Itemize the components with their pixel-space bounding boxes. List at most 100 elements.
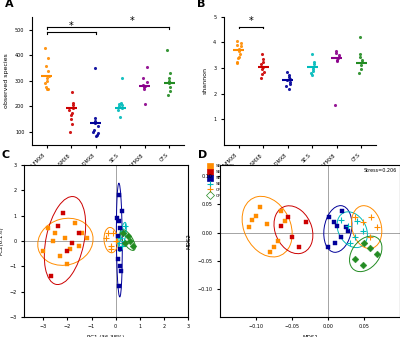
Point [346,240,353,245]
Point [332,102,338,108]
Text: Stress=0.206: Stress=0.206 [363,168,396,173]
Point [122,241,128,246]
Point [142,101,148,106]
Point [116,104,122,109]
Point [164,92,171,98]
Point [118,269,124,274]
Point [325,244,331,249]
Point [286,72,292,78]
Point [359,57,365,63]
Point [336,54,342,59]
Point [115,108,121,113]
Point [352,234,358,240]
Point [278,209,284,214]
Point [70,100,76,105]
Point [166,85,173,90]
Point [310,64,316,69]
Point [332,49,339,54]
Point [68,113,74,118]
Text: C: C [1,150,9,159]
Point [359,220,366,225]
Point [264,221,270,227]
Point [114,233,121,239]
Point [52,231,58,236]
Point [69,122,75,127]
Point [45,68,51,73]
Point [285,214,292,219]
Point [44,86,51,91]
Point [57,253,63,259]
Point [358,67,364,72]
Point [140,82,146,87]
Point [332,51,339,56]
Point [67,246,73,251]
Point [103,236,109,241]
Point [259,64,266,69]
Point [79,231,85,236]
Point [237,51,243,57]
Point [234,56,241,61]
Point [289,234,295,240]
Point [72,220,78,226]
Point [45,55,51,61]
Text: *: * [248,16,253,26]
Point [167,70,173,76]
Point [366,234,373,240]
Point [345,229,351,234]
Y-axis label: PC2(6.1%): PC2(6.1%) [0,227,4,255]
Point [108,246,114,251]
Point [278,223,284,228]
Point [117,236,124,241]
X-axis label: Group: Group [98,177,118,182]
Point [234,59,240,64]
Point [59,210,66,216]
Point [118,208,125,213]
Point [249,217,256,223]
Point [68,90,75,95]
Point [336,52,342,57]
Point [140,86,147,91]
Point [310,68,316,73]
Point [358,60,365,65]
Point [105,231,112,236]
Point [234,38,240,44]
Point [76,231,83,236]
X-axis label: Group: Group [290,177,310,182]
Point [166,81,172,86]
Point [66,108,72,113]
Y-axis label: observed species: observed species [4,54,10,108]
Point [259,51,265,57]
Point [283,83,290,89]
Point [117,264,123,269]
Point [124,233,131,239]
Point [120,228,126,234]
Point [95,131,101,136]
Point [284,69,290,74]
Point [311,59,317,64]
Text: A: A [5,0,13,9]
Point [310,66,316,71]
Point [308,51,315,57]
Point [69,241,76,246]
Point [260,56,266,62]
Point [166,78,172,84]
Point [142,83,148,89]
Point [358,62,364,68]
Point [308,72,315,78]
Point [122,223,128,228]
Point [354,219,360,224]
Point [42,45,48,50]
Point [118,100,124,105]
Point [50,238,56,244]
Point [47,274,54,279]
Point [40,248,46,254]
Point [286,74,292,80]
Y-axis label: MDS2: MDS2 [187,233,192,249]
Point [117,114,123,119]
Point [120,231,126,236]
Point [92,118,98,123]
Y-axis label: shannon: shannon [203,67,208,94]
Point [356,70,362,76]
Point [144,64,150,69]
Point [64,248,71,254]
